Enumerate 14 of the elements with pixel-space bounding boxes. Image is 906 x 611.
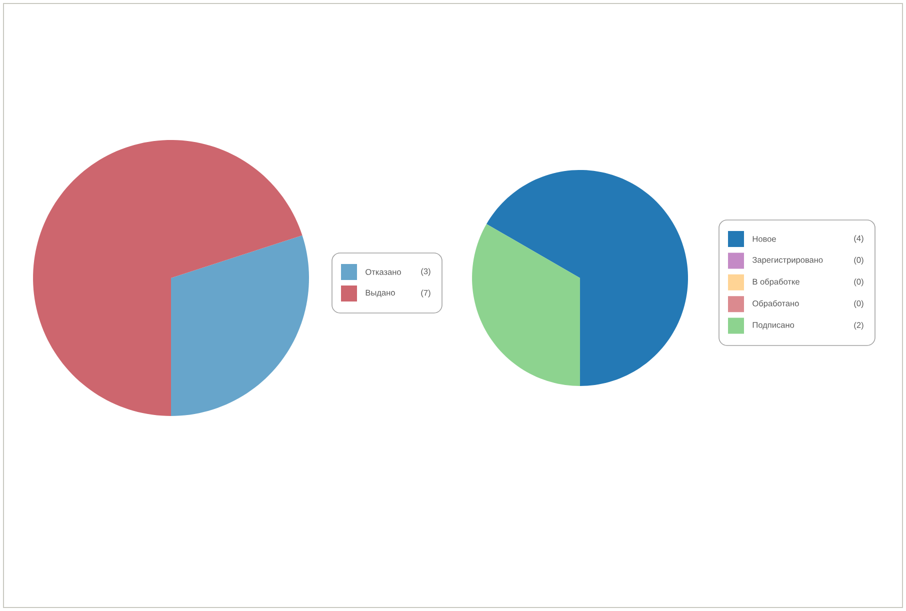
data-label: (2)	[854, 322, 864, 330]
data-label: (4)	[854, 235, 864, 243]
data-label: (3)	[421, 268, 430, 276]
text: (0)	[854, 300, 864, 308]
legend-label: Отказано	[366, 269, 401, 275]
legend-label: Подписано	[752, 322, 794, 330]
legend-label: Обработано	[752, 300, 799, 308]
legend-label: В обработке	[752, 278, 800, 286]
legend-label: Новое	[752, 236, 776, 242]
data-label: (7)	[421, 290, 430, 298]
text: (0)	[854, 256, 864, 265]
legend-label: Зарегистрировано	[752, 256, 823, 264]
legend-label: Выдано	[366, 290, 395, 298]
text: (0)	[854, 278, 864, 286]
